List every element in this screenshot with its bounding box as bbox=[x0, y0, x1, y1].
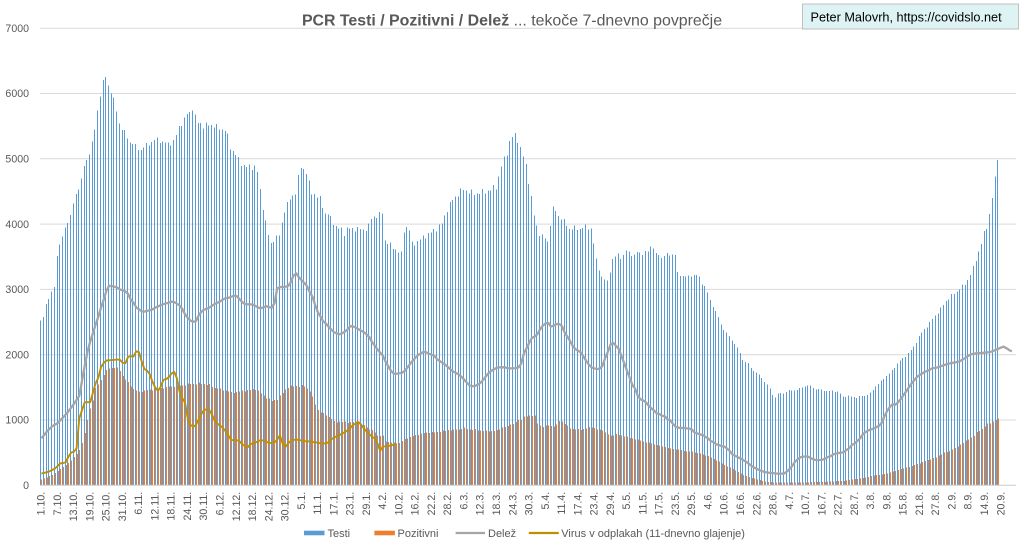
svg-text:31.10.: 31.10. bbox=[117, 492, 129, 521]
svg-text:23.1.: 23.1. bbox=[345, 492, 357, 516]
svg-text:12.11.: 12.11. bbox=[149, 492, 161, 521]
svg-text:22.2.: 22.2. bbox=[426, 492, 438, 516]
svg-text:9.8.: 9.8. bbox=[881, 492, 893, 510]
svg-text:4.2.: 4.2. bbox=[377, 492, 389, 510]
svg-text:23.5.: 23.5. bbox=[670, 492, 682, 516]
svg-text:4.7.: 4.7. bbox=[784, 492, 796, 510]
svg-text:22.7.: 22.7. bbox=[833, 492, 845, 516]
svg-text:16.7.: 16.7. bbox=[816, 492, 828, 516]
svg-text:15.8.: 15.8. bbox=[898, 492, 910, 516]
svg-text:6.3.: 6.3. bbox=[459, 492, 471, 510]
svg-text:28.6.: 28.6. bbox=[768, 492, 780, 516]
svg-text:17.5.: 17.5. bbox=[654, 492, 666, 516]
svg-text:Delež: Delež bbox=[488, 528, 516, 540]
svg-text:5.4.: 5.4. bbox=[540, 492, 552, 510]
svg-text:Virus v odplakah (11-dnevno gl: Virus v odplakah (11-dnevno glajenje) bbox=[561, 528, 745, 540]
svg-text:2000: 2000 bbox=[5, 349, 29, 361]
svg-text:30.11.: 30.11. bbox=[198, 492, 210, 521]
svg-text:1000: 1000 bbox=[5, 415, 29, 427]
svg-text:17.1.: 17.1. bbox=[328, 492, 340, 516]
svg-text:21.8.: 21.8. bbox=[914, 492, 926, 516]
svg-text:8.9.: 8.9. bbox=[963, 492, 975, 510]
svg-text:25.10.: 25.10. bbox=[101, 492, 113, 521]
svg-text:24.11.: 24.11. bbox=[182, 492, 194, 521]
svg-text:2.9.: 2.9. bbox=[947, 492, 959, 510]
svg-text:29.4.: 29.4. bbox=[605, 492, 617, 516]
svg-text:24.12.: 24.12. bbox=[263, 492, 275, 521]
svg-text:0: 0 bbox=[23, 480, 29, 492]
svg-text:28.7.: 28.7. bbox=[849, 492, 861, 516]
svg-text:3000: 3000 bbox=[5, 284, 29, 296]
svg-text:6000: 6000 bbox=[5, 88, 29, 100]
svg-text:22.6.: 22.6. bbox=[751, 492, 763, 516]
svg-text:Peter Malovrh, https://covidsl: Peter Malovrh, https://covidslo.net bbox=[811, 11, 1003, 25]
svg-text:20.9.: 20.9. bbox=[995, 492, 1007, 516]
svg-text:4000: 4000 bbox=[5, 219, 29, 231]
svg-text:7.10.: 7.10. bbox=[52, 492, 64, 516]
svg-text:12.12.: 12.12. bbox=[231, 492, 243, 521]
svg-text:27.8.: 27.8. bbox=[930, 492, 942, 516]
svg-text:1.10.: 1.10. bbox=[36, 492, 48, 516]
svg-text:10.6.: 10.6. bbox=[719, 492, 731, 516]
svg-text:12.3.: 12.3. bbox=[475, 492, 487, 516]
svg-text:3.8.: 3.8. bbox=[865, 492, 877, 510]
svg-text:10.7.: 10.7. bbox=[800, 492, 812, 516]
svg-text:29.1.: 29.1. bbox=[361, 492, 373, 516]
svg-text:6.11.: 6.11. bbox=[133, 492, 145, 515]
svg-text:18.11.: 18.11. bbox=[166, 492, 178, 521]
svg-text:5.1.: 5.1. bbox=[296, 492, 308, 510]
svg-text:4.6.: 4.6. bbox=[703, 492, 715, 510]
svg-text:16.6.: 16.6. bbox=[735, 492, 747, 516]
svg-text:5.5.: 5.5. bbox=[621, 492, 633, 510]
svg-text:7000: 7000 bbox=[5, 23, 29, 35]
svg-text:24.3.: 24.3. bbox=[507, 492, 519, 516]
svg-text:11.1.: 11.1. bbox=[312, 492, 324, 515]
svg-text:23.4.: 23.4. bbox=[589, 492, 601, 516]
svg-text:30.12.: 30.12. bbox=[280, 492, 292, 521]
svg-text:14.9.: 14.9. bbox=[979, 492, 991, 516]
svg-text:16.2.: 16.2. bbox=[410, 492, 422, 516]
svg-text:28.2.: 28.2. bbox=[442, 492, 454, 516]
svg-text:18.12.: 18.12. bbox=[247, 492, 259, 521]
svg-text:5000: 5000 bbox=[5, 154, 29, 166]
svg-text:10.2.: 10.2. bbox=[393, 492, 405, 516]
svg-text:PCR Testi / Pozitivni / Delež: PCR Testi / Pozitivni / Delež ... tekoče… bbox=[302, 12, 722, 29]
svg-text:30.3.: 30.3. bbox=[524, 492, 536, 516]
svg-text:19.10.: 19.10. bbox=[84, 492, 96, 521]
svg-text:Pozitivni: Pozitivni bbox=[398, 528, 439, 540]
svg-text:11.5.: 11.5. bbox=[637, 492, 649, 515]
svg-text:6.12.: 6.12. bbox=[215, 492, 227, 516]
svg-text:18.3.: 18.3. bbox=[491, 492, 503, 516]
svg-text:Testi: Testi bbox=[328, 528, 351, 540]
svg-text:11.4.: 11.4. bbox=[556, 492, 568, 515]
svg-text:29.5.: 29.5. bbox=[686, 492, 698, 516]
svg-text:13.10.: 13.10. bbox=[68, 492, 80, 521]
svg-text:17.4.: 17.4. bbox=[572, 492, 584, 516]
